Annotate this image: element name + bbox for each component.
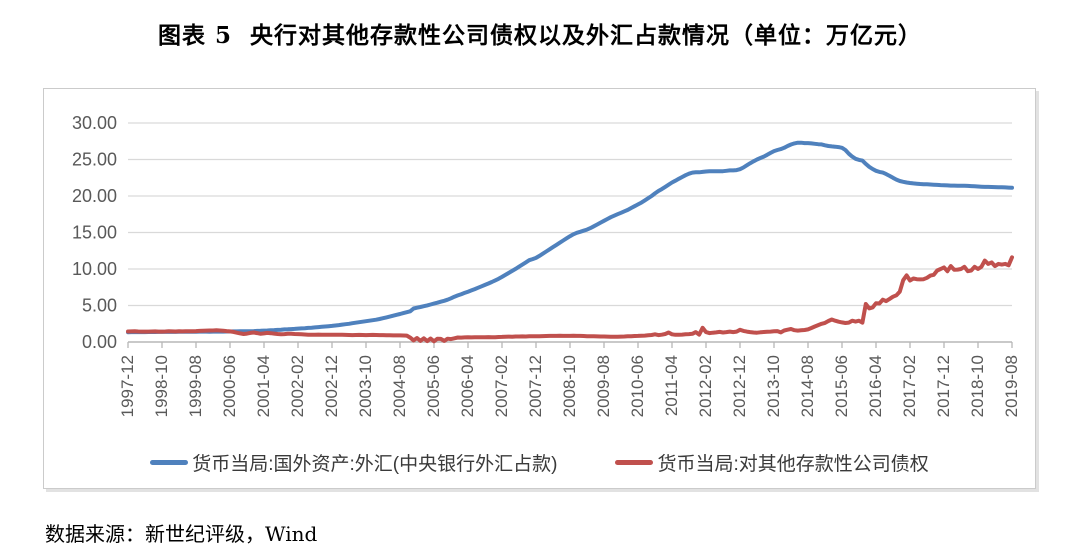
svg-text:1997-12: 1997-12 xyxy=(118,355,137,417)
data-source-note: 数据来源：新世纪评级，Wind xyxy=(45,522,318,546)
svg-text:2007-12: 2007-12 xyxy=(526,355,545,417)
svg-text:2012-12: 2012-12 xyxy=(730,355,749,417)
svg-text:2004-08: 2004-08 xyxy=(390,355,409,417)
line-chart: 0.00 5.00 10.00 15.00 20.00 25.00 30.00 1997-12… xyxy=(72,113,1021,417)
svg-text:0.00: 0.00 xyxy=(82,332,117,352)
svg-text:25.00: 25.00 xyxy=(72,150,117,170)
svg-text:30.00: 30.00 xyxy=(72,113,117,133)
svg-text:2003-10: 2003-10 xyxy=(356,355,375,417)
svg-text:2002-12: 2002-12 xyxy=(322,355,341,417)
svg-text:2002-02: 2002-02 xyxy=(288,355,307,417)
svg-text:2018-10: 2018-10 xyxy=(968,355,987,417)
legend-swatch-blue-line xyxy=(150,460,189,465)
svg-text:2011-04: 2011-04 xyxy=(662,355,681,416)
legend-item-fx-holdings: 货币当局:国外资产:外汇(中央银行外汇占款) xyxy=(150,449,557,476)
svg-text:2009-08: 2009-08 xyxy=(594,355,613,417)
legend: 货币当局:国外资产:外汇(中央银行外汇占款) 货币当局:对其他存款性公司债权 xyxy=(44,449,1035,476)
legend-label-fx-holdings: 货币当局:国外资产:外汇(中央银行外汇占款) xyxy=(192,454,558,475)
svg-text:2008-10: 2008-10 xyxy=(560,355,579,417)
legend-label-odc-claims: 货币当局:对其他存款性公司债权 xyxy=(657,454,929,475)
svg-text:2014-08: 2014-08 xyxy=(798,355,817,417)
svg-text:2015-06: 2015-06 xyxy=(832,355,851,417)
svg-text:1998-10: 1998-10 xyxy=(152,355,171,417)
svg-text:15.00: 15.00 xyxy=(72,223,117,243)
svg-text:5.00: 5.00 xyxy=(82,296,117,316)
chart-title: 图表 5 央行对其他存款性公司债权以及外汇占款情况（单位：万亿元） xyxy=(157,22,923,49)
svg-text:2007-02: 2007-02 xyxy=(492,355,511,417)
legend-item-odc-claims: 货币当局:对其他存款性公司债权 xyxy=(615,449,929,476)
svg-text:2012-02: 2012-02 xyxy=(696,355,715,417)
svg-text:2013-10: 2013-10 xyxy=(764,355,783,417)
svg-text:2016-04: 2016-04 xyxy=(866,355,885,417)
svg-text:10.00: 10.00 xyxy=(72,259,117,279)
svg-text:2000-06: 2000-06 xyxy=(220,355,239,417)
svg-text:2010-06: 2010-06 xyxy=(628,355,647,417)
svg-text:1999-08: 1999-08 xyxy=(186,355,205,417)
svg-text:20.00: 20.00 xyxy=(72,186,117,206)
svg-text:2017-02: 2017-02 xyxy=(900,355,919,417)
svg-text:2017-12: 2017-12 xyxy=(934,355,953,417)
legend-swatch-red-line xyxy=(615,460,654,465)
chart-panel: 0.00 5.00 10.00 15.00 20.00 25.00 30.00 1997-12… xyxy=(43,88,1036,489)
svg-text:2019-08: 2019-08 xyxy=(1002,355,1021,417)
svg-text:2005-06: 2005-06 xyxy=(424,355,443,417)
svg-text:2001-04: 2001-04 xyxy=(254,355,273,417)
svg-text:2006-04: 2006-04 xyxy=(458,355,477,417)
